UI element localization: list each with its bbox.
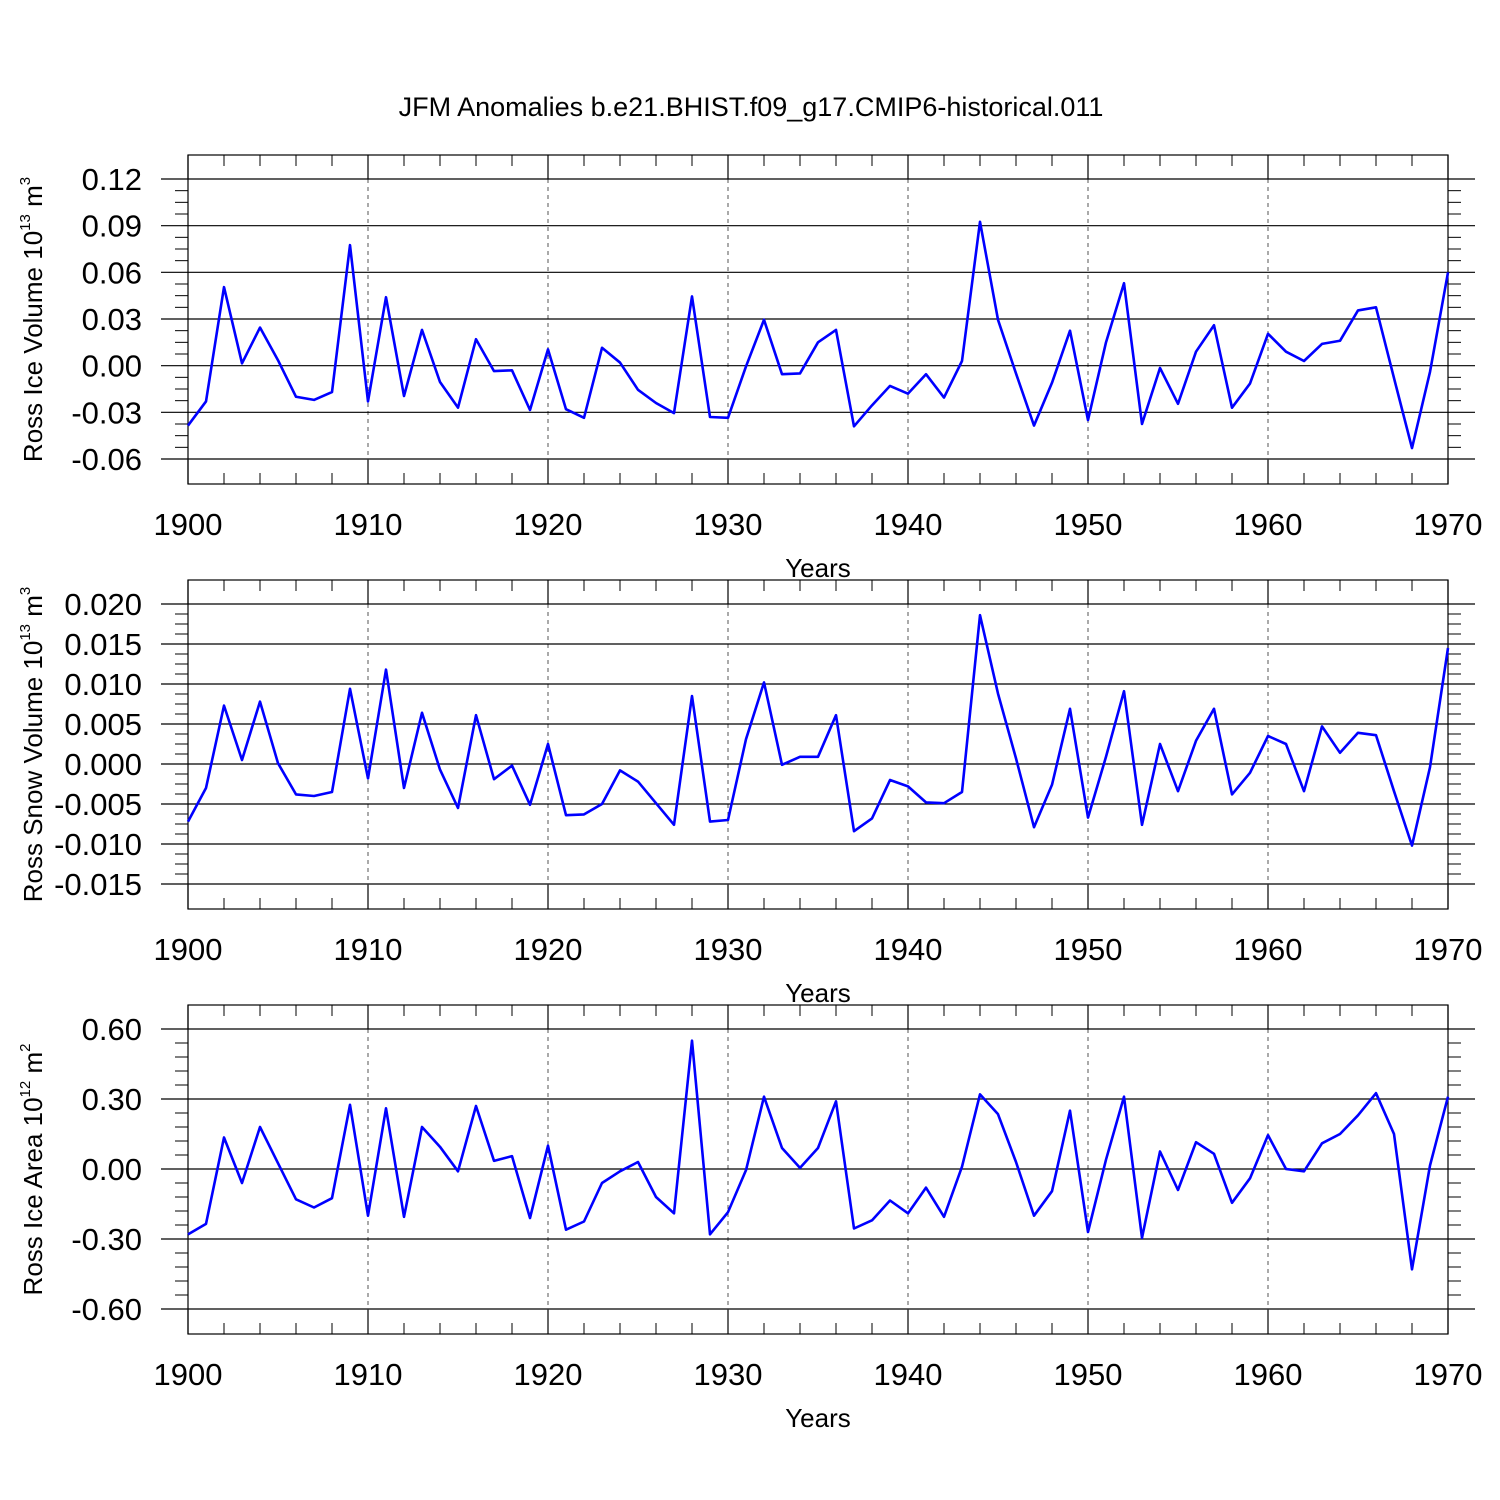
x-tick-label: 1950 <box>1054 507 1123 542</box>
panel-snow-volume-y-axis-title: Ross Snow Volume 1013 m3 <box>17 587 48 903</box>
x-tick-label: 1900 <box>154 932 223 967</box>
x-tick-label: 1940 <box>874 1357 943 1392</box>
y-tick-label: -0.60 <box>71 1292 142 1327</box>
y-tick-label: -0.03 <box>71 395 142 430</box>
y-tick-label: 0.00 <box>82 349 142 384</box>
panel-ice-area-x-tick-labels: 1900 1910 1920 1930 1940 1950 1960 1970 <box>154 1357 1483 1392</box>
y-tick-label: 0.60 <box>82 1012 142 1047</box>
panel-snow-volume-ticks <box>161 580 1475 909</box>
x-tick-label: 1960 <box>1234 1357 1303 1392</box>
y-tick-label: -0.015 <box>54 867 142 902</box>
panel-ice-volume-y-axis-title: Ross Ice Volume 1013 m3 <box>17 177 48 462</box>
panel-snow-volume: 1900 1910 1920 1930 1940 1950 1960 1970 -0.015-… <box>17 579 1483 1008</box>
y-tick-label: 0.30 <box>82 1082 142 1117</box>
panel-ice-volume-y-tick-labels: -0.06 -0.03 0.00 0.03 0.06 0.09 0.12 <box>71 162 142 477</box>
chart-title: JFM Anomalies b.e21.BHIST.f09_g17.CMIP6-… <box>399 92 1104 122</box>
y-tick-label: 0.005 <box>64 707 142 742</box>
panel-ice-area-plot-frame <box>187 1004 1449 1335</box>
y-tick-label: 0.010 <box>64 667 142 702</box>
x-tick-label: 1900 <box>154 507 223 542</box>
y-tick-label: 0.020 <box>64 587 142 622</box>
x-tick-label: 1940 <box>874 507 943 542</box>
panel-snow-volume-plot-frame <box>187 579 1449 910</box>
y-tick-label: 0.06 <box>82 255 142 290</box>
y-tick-label: 0.000 <box>64 747 142 782</box>
panel-ice-volume-gridlines <box>367 155 1269 484</box>
panel-ice-area-ticks <box>161 1005 1475 1334</box>
panel-snow-volume-series-line <box>186 613 1450 847</box>
panel-snow-volume-gridlines <box>367 580 1269 909</box>
panel-ice-area-y-tick-labels: -0.60 -0.30 0.00 0.30 0.60 <box>71 1012 142 1327</box>
y-tick-label: -0.010 <box>54 827 142 862</box>
x-tick-label: 1910 <box>334 1357 403 1392</box>
panel-snow-volume-y-tick-labels: -0.015 -0.010 -0.005 0.000 0.005 0.010 0.015 0.… <box>54 587 142 902</box>
x-tick-label: 1910 <box>334 932 403 967</box>
panel-ice-volume-series-line <box>186 220 1450 450</box>
panel-ice-area-gridlines <box>367 1005 1269 1334</box>
y-tick-label: -0.06 <box>71 442 142 477</box>
panel-ice-area-y-axis-title: Ross Ice Area 1012 m2 <box>17 1044 48 1296</box>
x-tick-label: 1940 <box>874 932 943 967</box>
x-tick-label: 1970 <box>1414 507 1483 542</box>
panel-ice-area-series-line <box>187 1039 1450 1271</box>
x-tick-label: 1960 <box>1234 507 1303 542</box>
panel-ice-volume-x-axis-title: Years <box>785 553 851 583</box>
x-tick-label: 1960 <box>1234 932 1303 967</box>
y-tick-label: 0.09 <box>82 209 142 244</box>
panel-ice-area: 1900 1910 1920 1930 1940 1950 1960 1970 -0.60-0… <box>17 1004 1483 1433</box>
x-tick-label: 1920 <box>514 932 583 967</box>
panel-snow-volume-x-tick-labels: 1900 1910 1920 1930 1940 1950 1960 1970 <box>154 932 1483 967</box>
x-tick-label: 1930 <box>694 1357 763 1392</box>
y-tick-label: -0.005 <box>54 787 142 822</box>
x-tick-label: 1920 <box>514 507 583 542</box>
panel-snow-volume-x-axis-title: Years <box>785 978 851 1008</box>
x-tick-label: 1930 <box>694 507 763 542</box>
y-tick-label: 0.03 <box>82 302 142 337</box>
y-tick-label: 0.015 <box>64 627 142 662</box>
x-tick-label: 1970 <box>1414 932 1483 967</box>
y-tick-label: 0.00 <box>82 1152 142 1187</box>
panel-ice-area-x-axis-title: Years <box>785 1403 851 1433</box>
x-tick-label: 1900 <box>154 1357 223 1392</box>
panel-ice-volume: 1900 1910 1920 1930 1940 1950 1960 1970 -0.06-0… <box>17 154 1483 583</box>
x-tick-label: 1930 <box>694 932 763 967</box>
y-tick-label: 0.12 <box>82 162 142 197</box>
x-tick-label: 1970 <box>1414 1357 1483 1392</box>
x-tick-label: 1950 <box>1054 1357 1123 1392</box>
x-tick-label: 1910 <box>334 507 403 542</box>
panel-ice-volume-x-tick-labels: 1900 1910 1920 1930 1940 1950 1960 1970 <box>154 507 1483 542</box>
x-tick-label: 1920 <box>514 1357 583 1392</box>
panel-ice-volume-plot-frame <box>187 154 1449 485</box>
x-tick-label: 1950 <box>1054 932 1123 967</box>
y-tick-label: -0.30 <box>71 1222 142 1257</box>
